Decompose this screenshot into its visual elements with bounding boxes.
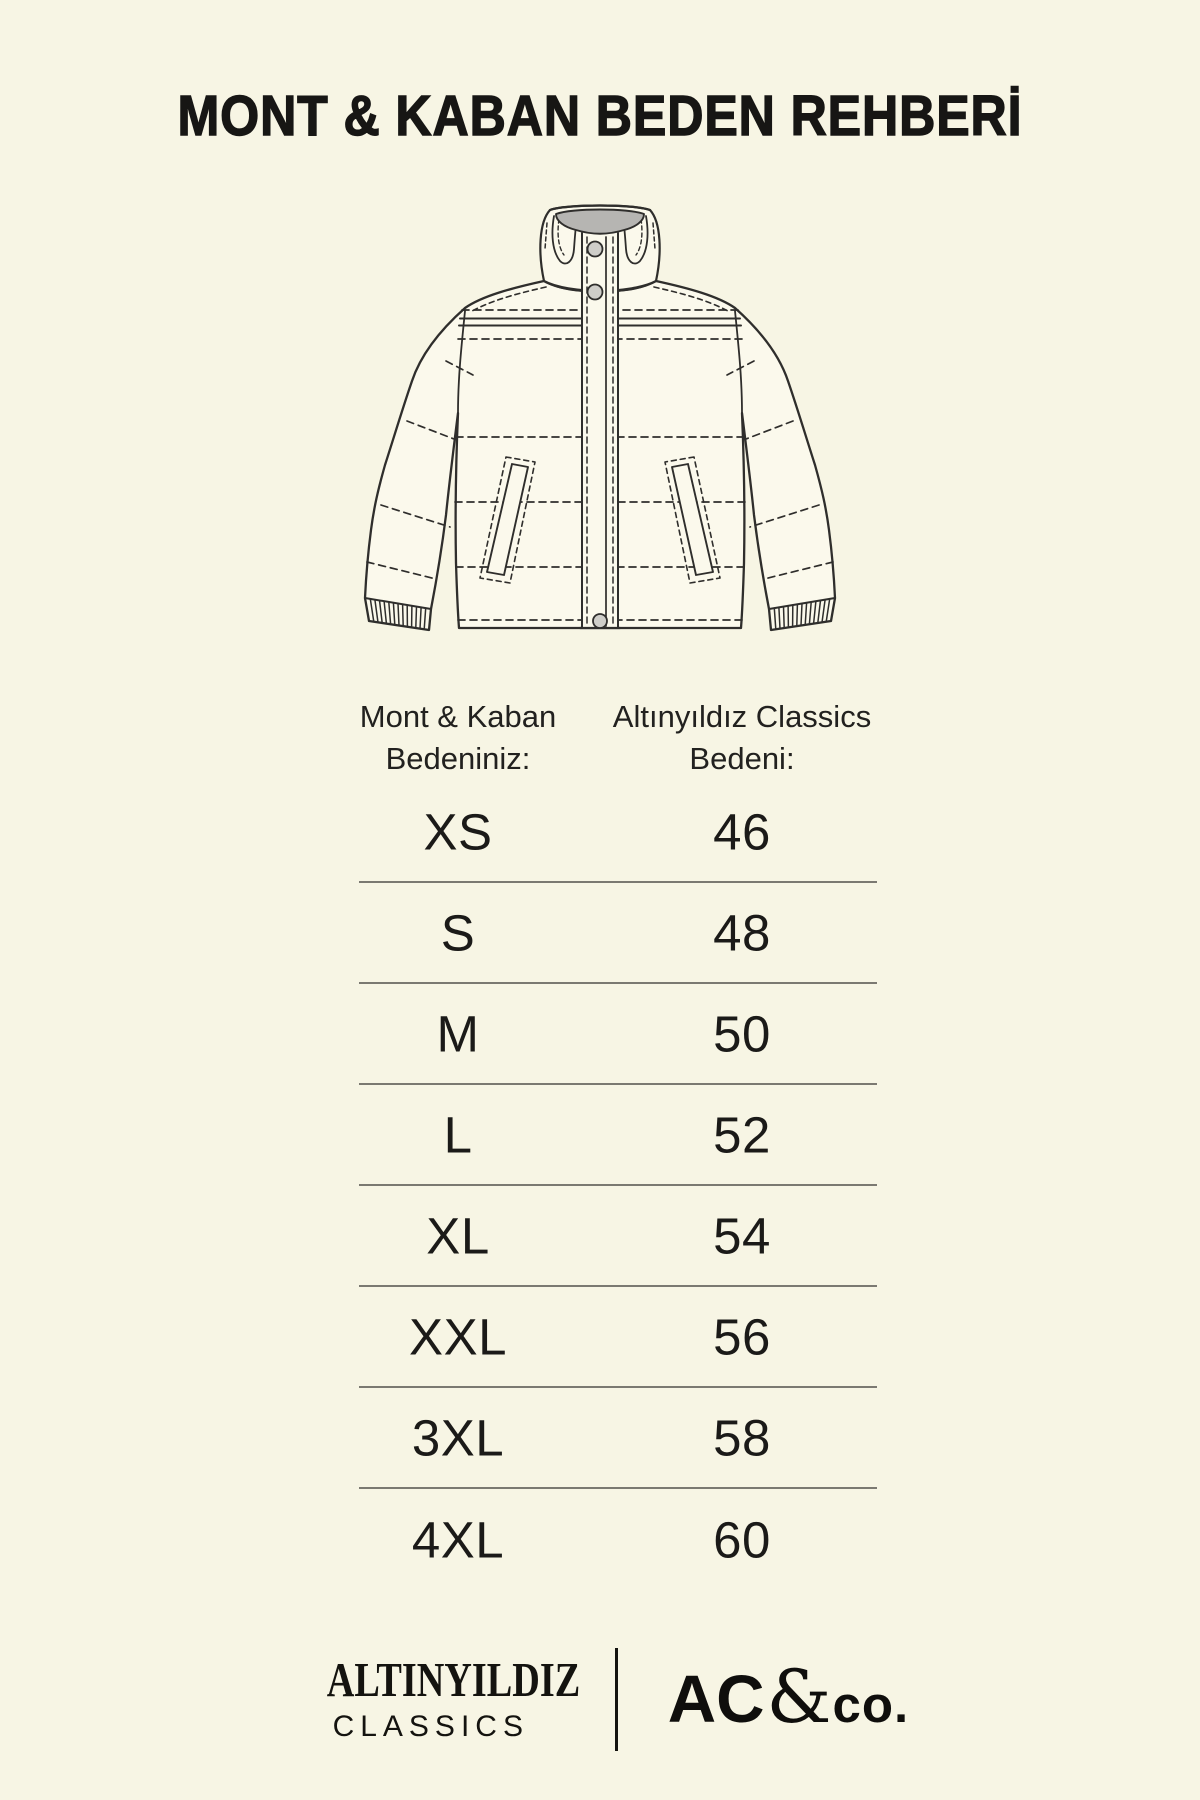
size-value: 50 (713, 1005, 771, 1062)
brand-subname: CLASSICS (332, 1710, 529, 1743)
table-row: XL 54 (359, 1186, 877, 1287)
column-header-line: Bedeni: (689, 741, 795, 776)
jacket-placket (578, 232, 622, 630)
table-row: XXL 56 (359, 1287, 877, 1388)
column-header-brand-size: Altınyıldız Classics Bedeni: (613, 696, 871, 780)
logo-ac-text: AC (667, 1662, 765, 1737)
altinyildiz-classics-logo: ALTINYILDIZ CLASSICS (291, 1654, 580, 1745)
jacket-snap-buttons (586, 240, 608, 629)
table-row: M 50 (359, 984, 877, 1085)
table-row: S 48 (359, 883, 877, 984)
size-value: 54 (713, 1207, 771, 1264)
jacket-collar-lining (555, 208, 645, 235)
size-label: L (443, 1106, 473, 1163)
table-row: XS 46 (359, 782, 877, 883)
column-header-line: Bedeniniz: (385, 741, 531, 776)
column-header-your-size: Mont & Kaban Bedeniniz: (360, 696, 556, 780)
page-title: MONT & KABAN BEDEN REHBERİ (177, 84, 1023, 148)
size-label: 3XL (411, 1409, 505, 1466)
size-table-rows: XS 46 S 48 M 50 L 52 XL 54 XXL 56 3XL 58… (359, 782, 877, 1590)
logo-co-text: co. (832, 1676, 910, 1733)
brand-name: ALTINYILDIZ (326, 1652, 581, 1707)
logo-ampersand: & (766, 1655, 832, 1740)
puffer-jacket-illustration (363, 204, 837, 632)
size-label: M (436, 1005, 480, 1062)
size-value: 46 (713, 803, 771, 860)
size-label: S (440, 904, 476, 961)
jacket-cuff (364, 597, 432, 631)
brand-footer: ALTINYILDIZ CLASSICS AC & co. (0, 1648, 1200, 1751)
size-value: 52 (713, 1106, 771, 1163)
size-value: 60 (713, 1511, 771, 1568)
size-value: 56 (713, 1308, 771, 1365)
size-label: XXL (409, 1308, 507, 1365)
logo-divider (614, 1648, 618, 1751)
column-header-line: Mont & Kaban (359, 699, 557, 734)
table-row: 4XL 60 (359, 1489, 877, 1590)
ac-and-co-logo: AC & co. (668, 1661, 909, 1738)
size-conversion-table: Mont & Kaban Bedeniniz: Altınyıldız Clas… (359, 696, 877, 1590)
size-label: XS (423, 803, 493, 860)
size-table-header: Mont & Kaban Bedeniniz: Altınyıldız Clas… (359, 696, 877, 782)
table-row: 3XL 58 (359, 1388, 877, 1489)
size-value: 58 (713, 1409, 771, 1466)
column-header-line: Altınyıldız Classics (612, 699, 872, 734)
size-value: 48 (713, 904, 771, 961)
table-row: L 52 (359, 1085, 877, 1186)
jacket-pocket (479, 456, 536, 584)
jacket-left-side-details (364, 286, 583, 631)
size-label: 4XL (411, 1511, 505, 1568)
size-label: XL (426, 1207, 490, 1264)
